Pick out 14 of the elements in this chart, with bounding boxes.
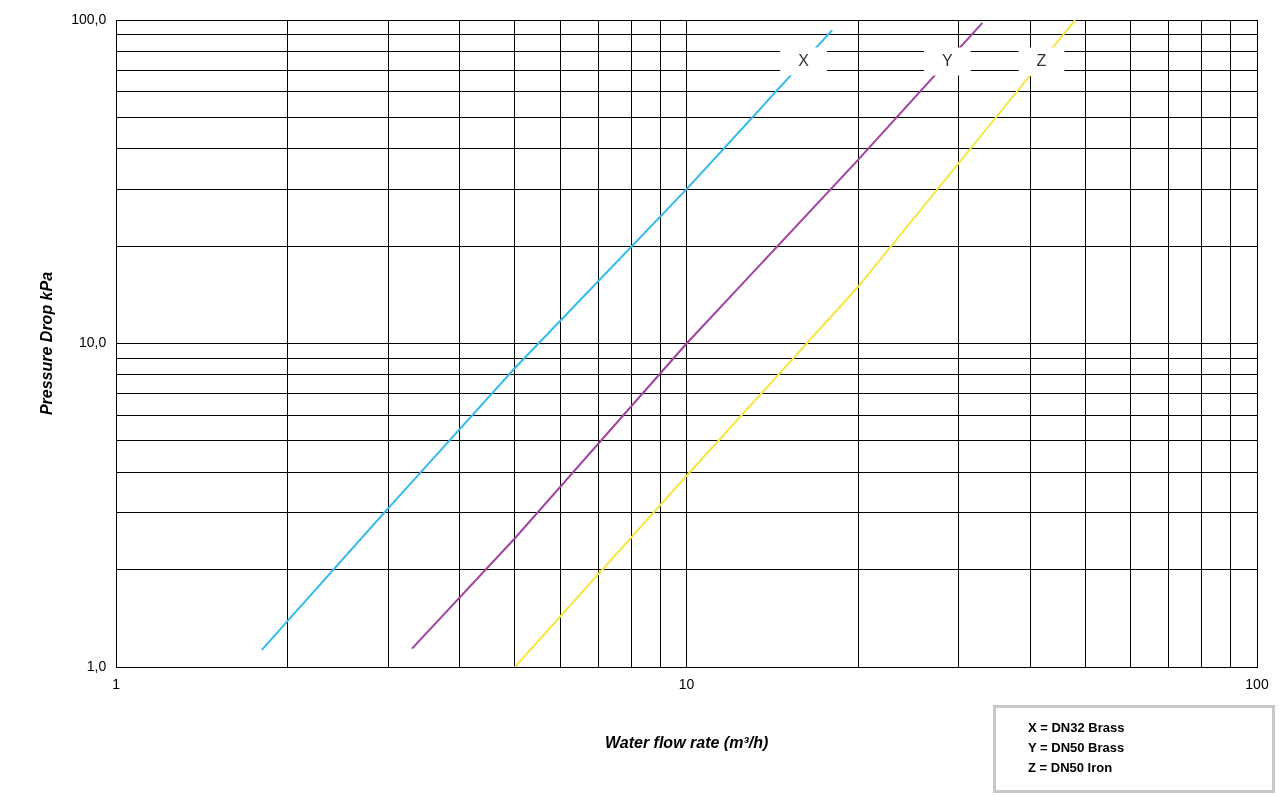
y-tick-label: 10,0	[78, 334, 107, 351]
series-label: Z	[1036, 51, 1047, 69]
y-tick-label: 1,0	[86, 657, 107, 674]
x-tick-label: 10	[678, 676, 695, 693]
series-label: Y	[942, 51, 954, 69]
x-axis-title: Water flow rate (m³/h)	[604, 733, 769, 751]
text: Z = DN50 Iron	[1028, 759, 1114, 777]
x-tick-label: 100	[1245, 676, 1269, 693]
x-tick-label: 1	[112, 676, 121, 693]
text: X = DN32 Brass	[1028, 719, 1126, 737]
series-label: X	[798, 51, 810, 69]
y-axis-title: Pressure Drop kPa	[38, 271, 56, 416]
text: Y = DN50 Brass	[1028, 739, 1126, 757]
y-tick-label: 100,0	[71, 10, 107, 27]
